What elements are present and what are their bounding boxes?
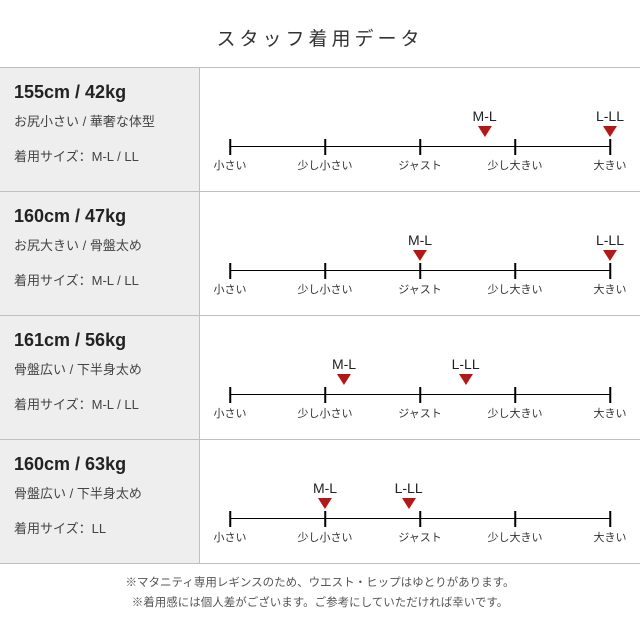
fit-marker: M-L [473, 108, 497, 137]
scale-tick-label: ジャスト [398, 157, 441, 173]
fit-marker-label: M-L [332, 356, 356, 372]
fit-marker-label: L-LL [596, 232, 624, 248]
scale-tick-label: 大きい [594, 281, 627, 297]
fit-marker-label: L-LL [395, 480, 423, 496]
fit-marker-label: M-L [408, 232, 432, 248]
scale-tick-label: 大きい [594, 157, 627, 173]
row-info-panel: 160cm / 63kg 骨盤広い / 下半身太め着用サイズ：LL [0, 440, 200, 563]
triangle-down-icon [603, 126, 617, 137]
footer-notes: ※マタニティ専用レギンスのため、ウエスト・ヒップはゆとりがあります。 ※着用感に… [0, 563, 640, 613]
fit-scale: 小さい少し小さいジャスト少し大きい大きいM-LL-LL [230, 465, 610, 545]
fit-scale: 小さい少し小さいジャスト少し大きい大きいM-LL-LL [230, 93, 610, 173]
triangle-down-icon [603, 250, 617, 261]
data-row: 160cm / 63kg 骨盤広い / 下半身太め着用サイズ：LL 小さい 少し小さい… [0, 439, 640, 563]
data-row: 155cm / 42kg お尻小さい / 華奢な体型着用サイズ：M-L / LL 小… [0, 67, 640, 191]
triangle-down-icon [337, 374, 351, 385]
row-info-panel: 155cm / 42kg お尻小さい / 華奢な体型着用サイズ：M-L / LL [0, 68, 200, 191]
scale-tick [419, 387, 421, 403]
scale-tick [609, 387, 611, 403]
triangle-down-icon [402, 498, 416, 509]
fit-marker-label: L-LL [596, 108, 624, 124]
body-description: 骨盤広い / 下半身太め [14, 483, 187, 502]
triangle-down-icon [478, 126, 492, 137]
scale-tick-label: ジャスト [398, 405, 441, 421]
footer-line-2: ※着用感には個人差がございます。ご参考にしていただければ幸いです。 [20, 594, 620, 614]
fit-scale-panel: 小さい 少し小さい ジャスト 少し大きい 大きい M-L L-LL [200, 440, 640, 563]
scale-tick-label: 小さい [214, 529, 247, 545]
scale-tick [609, 511, 611, 527]
fit-marker: L-LL [596, 108, 624, 137]
staff-stat: 160cm / 47kg [14, 206, 187, 227]
fit-scale-panel: 小さい 少し小さい ジャスト 少し大きい 大きい M-L L-LL [200, 316, 640, 439]
fit-marker: L-LL [452, 356, 480, 385]
scale-tick-label: 少し大きい [488, 157, 543, 173]
fit-scale: 小さい少し小さいジャスト少し大きい大きいM-LL-LL [230, 217, 610, 297]
scale-tick-label: 少し大きい [488, 529, 543, 545]
page-title: スタッフ着用データ [0, 0, 640, 67]
scale-tick-label: 少し大きい [488, 405, 543, 421]
scale-tick-label: 少し小さい [298, 157, 353, 173]
scale-tick [609, 263, 611, 279]
worn-size: 着用サイズ：M-L / LL [14, 394, 187, 413]
scale-tick-label: 少し小さい [298, 281, 353, 297]
scale-tick [514, 387, 516, 403]
scale-tick [229, 263, 231, 279]
scale-tick [324, 387, 326, 403]
rows-container: 155cm / 42kg お尻小さい / 華奢な体型着用サイズ：M-L / LL 小… [0, 67, 640, 563]
fit-marker: M-L [313, 480, 337, 509]
fit-marker: M-L [332, 356, 356, 385]
worn-size: 着用サイズ：M-L / LL [14, 146, 187, 165]
row-info-panel: 161cm / 56kg 骨盤広い / 下半身太め着用サイズ：M-L / LL [0, 316, 200, 439]
fit-marker: L-LL [596, 232, 624, 261]
body-description: 骨盤広い / 下半身太め [14, 359, 187, 378]
scale-tick-label: 大きい [594, 405, 627, 421]
scale-tick [609, 139, 611, 155]
data-row: 161cm / 56kg 骨盤広い / 下半身太め着用サイズ：M-L / LL 小さ… [0, 315, 640, 439]
triangle-down-icon [459, 374, 473, 385]
scale-tick [324, 511, 326, 527]
body-description: お尻小さい / 華奢な体型 [14, 111, 187, 130]
scale-tick [419, 139, 421, 155]
scale-tick-label: 小さい [214, 405, 247, 421]
triangle-down-icon [318, 498, 332, 509]
body-description: お尻大きい / 骨盤太め [14, 235, 187, 254]
data-row: 160cm / 47kg お尻大きい / 骨盤太め着用サイズ：M-L / LL 小さ… [0, 191, 640, 315]
scale-tick-label: ジャスト [398, 529, 441, 545]
fit-marker-label: M-L [473, 108, 497, 124]
fit-scale: 小さい少し小さいジャスト少し大きい大きいM-LL-LL [230, 341, 610, 421]
triangle-down-icon [413, 250, 427, 261]
scale-tick [324, 263, 326, 279]
scale-tick [419, 263, 421, 279]
scale-tick-label: 小さい [214, 157, 247, 173]
scale-tick-label: ジャスト [398, 281, 441, 297]
fit-marker: M-L [408, 232, 432, 261]
fit-marker-label: L-LL [452, 356, 480, 372]
scale-tick [419, 511, 421, 527]
scale-tick-label: 少し小さい [298, 529, 353, 545]
row-info-panel: 160cm / 47kg お尻大きい / 骨盤太め着用サイズ：M-L / LL [0, 192, 200, 315]
worn-size: 着用サイズ：M-L / LL [14, 270, 187, 289]
staff-stat: 155cm / 42kg [14, 82, 187, 103]
worn-size: 着用サイズ：LL [14, 518, 187, 537]
scale-tick [324, 139, 326, 155]
staff-stat: 160cm / 63kg [14, 454, 187, 475]
fit-marker-label: M-L [313, 480, 337, 496]
scale-tick-label: 小さい [214, 281, 247, 297]
scale-tick [514, 263, 516, 279]
scale-tick-label: 大きい [594, 529, 627, 545]
scale-tick-label: 少し小さい [298, 405, 353, 421]
scale-tick [229, 511, 231, 527]
scale-tick [229, 387, 231, 403]
staff-stat: 161cm / 56kg [14, 330, 187, 351]
scale-tick [514, 511, 516, 527]
fit-scale-panel: 小さい 少し小さい ジャスト 少し大きい 大きい M-L L-LL [200, 192, 640, 315]
scale-tick [229, 139, 231, 155]
scale-tick-label: 少し大きい [488, 281, 543, 297]
scale-tick [514, 139, 516, 155]
fit-scale-panel: 小さい 少し小さい ジャスト 少し大きい 大きい M-L L-LL [200, 68, 640, 191]
fit-marker: L-LL [395, 480, 423, 509]
footer-line-1: ※マタニティ専用レギンスのため、ウエスト・ヒップはゆとりがあります。 [20, 574, 620, 594]
